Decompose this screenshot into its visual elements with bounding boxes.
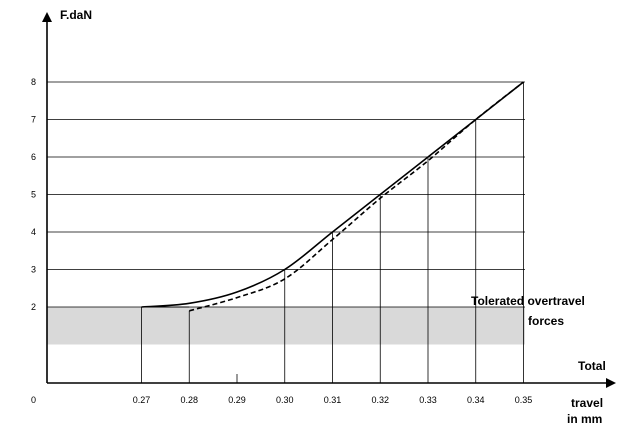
y-tick-label-7: 7	[31, 115, 36, 125]
x-tick-label-0.27: 0.27	[133, 395, 151, 405]
x-tick-label-0.30: 0.30	[276, 395, 294, 405]
x-axis-label-line-3: in mm	[567, 412, 602, 426]
origin-label: 0	[31, 395, 36, 405]
x-tick-label-0.28: 0.28	[180, 395, 198, 405]
x-tick-label-0.29: 0.29	[228, 395, 246, 405]
series-dashed-line	[189, 81, 524, 312]
y-tick-label-6: 6	[31, 152, 36, 162]
x-axis-label-line-1: Total	[578, 359, 606, 373]
y-tick-label-4: 4	[31, 227, 36, 237]
tolerance-band	[47, 307, 525, 345]
band-label-line-1: Tolerated overtravel	[471, 294, 585, 308]
y-axis-label: F.daN	[60, 8, 92, 22]
y-tick-label-2: 2	[31, 302, 36, 312]
x-tick-label-0.33: 0.33	[419, 395, 437, 405]
band-label-line-2: forces	[528, 314, 564, 328]
x-axis-arrow	[606, 378, 616, 388]
y-tick-label-5: 5	[31, 190, 36, 200]
y-tick-label-3: 3	[31, 265, 36, 275]
x-tick-label-0.35: 0.35	[515, 395, 533, 405]
x-axis-label-line-2: travel	[571, 396, 603, 410]
y-tick-label-8: 8	[31, 77, 36, 87]
x-tick-label-0.34: 0.34	[467, 395, 485, 405]
x-tick-label-0.31: 0.31	[324, 395, 342, 405]
x-tick-label-0.32: 0.32	[371, 395, 389, 405]
y-axis-arrow	[42, 12, 52, 22]
